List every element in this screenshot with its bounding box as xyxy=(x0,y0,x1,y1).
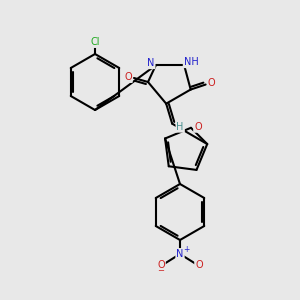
Text: O: O xyxy=(157,260,165,270)
Text: O: O xyxy=(208,77,215,88)
Text: O: O xyxy=(124,72,132,82)
Text: H: H xyxy=(176,122,184,132)
Text: Cl: Cl xyxy=(90,37,100,47)
Text: O: O xyxy=(195,260,203,270)
Text: NH: NH xyxy=(184,57,199,67)
Text: N: N xyxy=(147,58,155,68)
Text: +: + xyxy=(183,245,189,254)
Text: N: N xyxy=(176,249,184,259)
Text: −: − xyxy=(158,266,164,275)
Text: O: O xyxy=(194,122,202,132)
